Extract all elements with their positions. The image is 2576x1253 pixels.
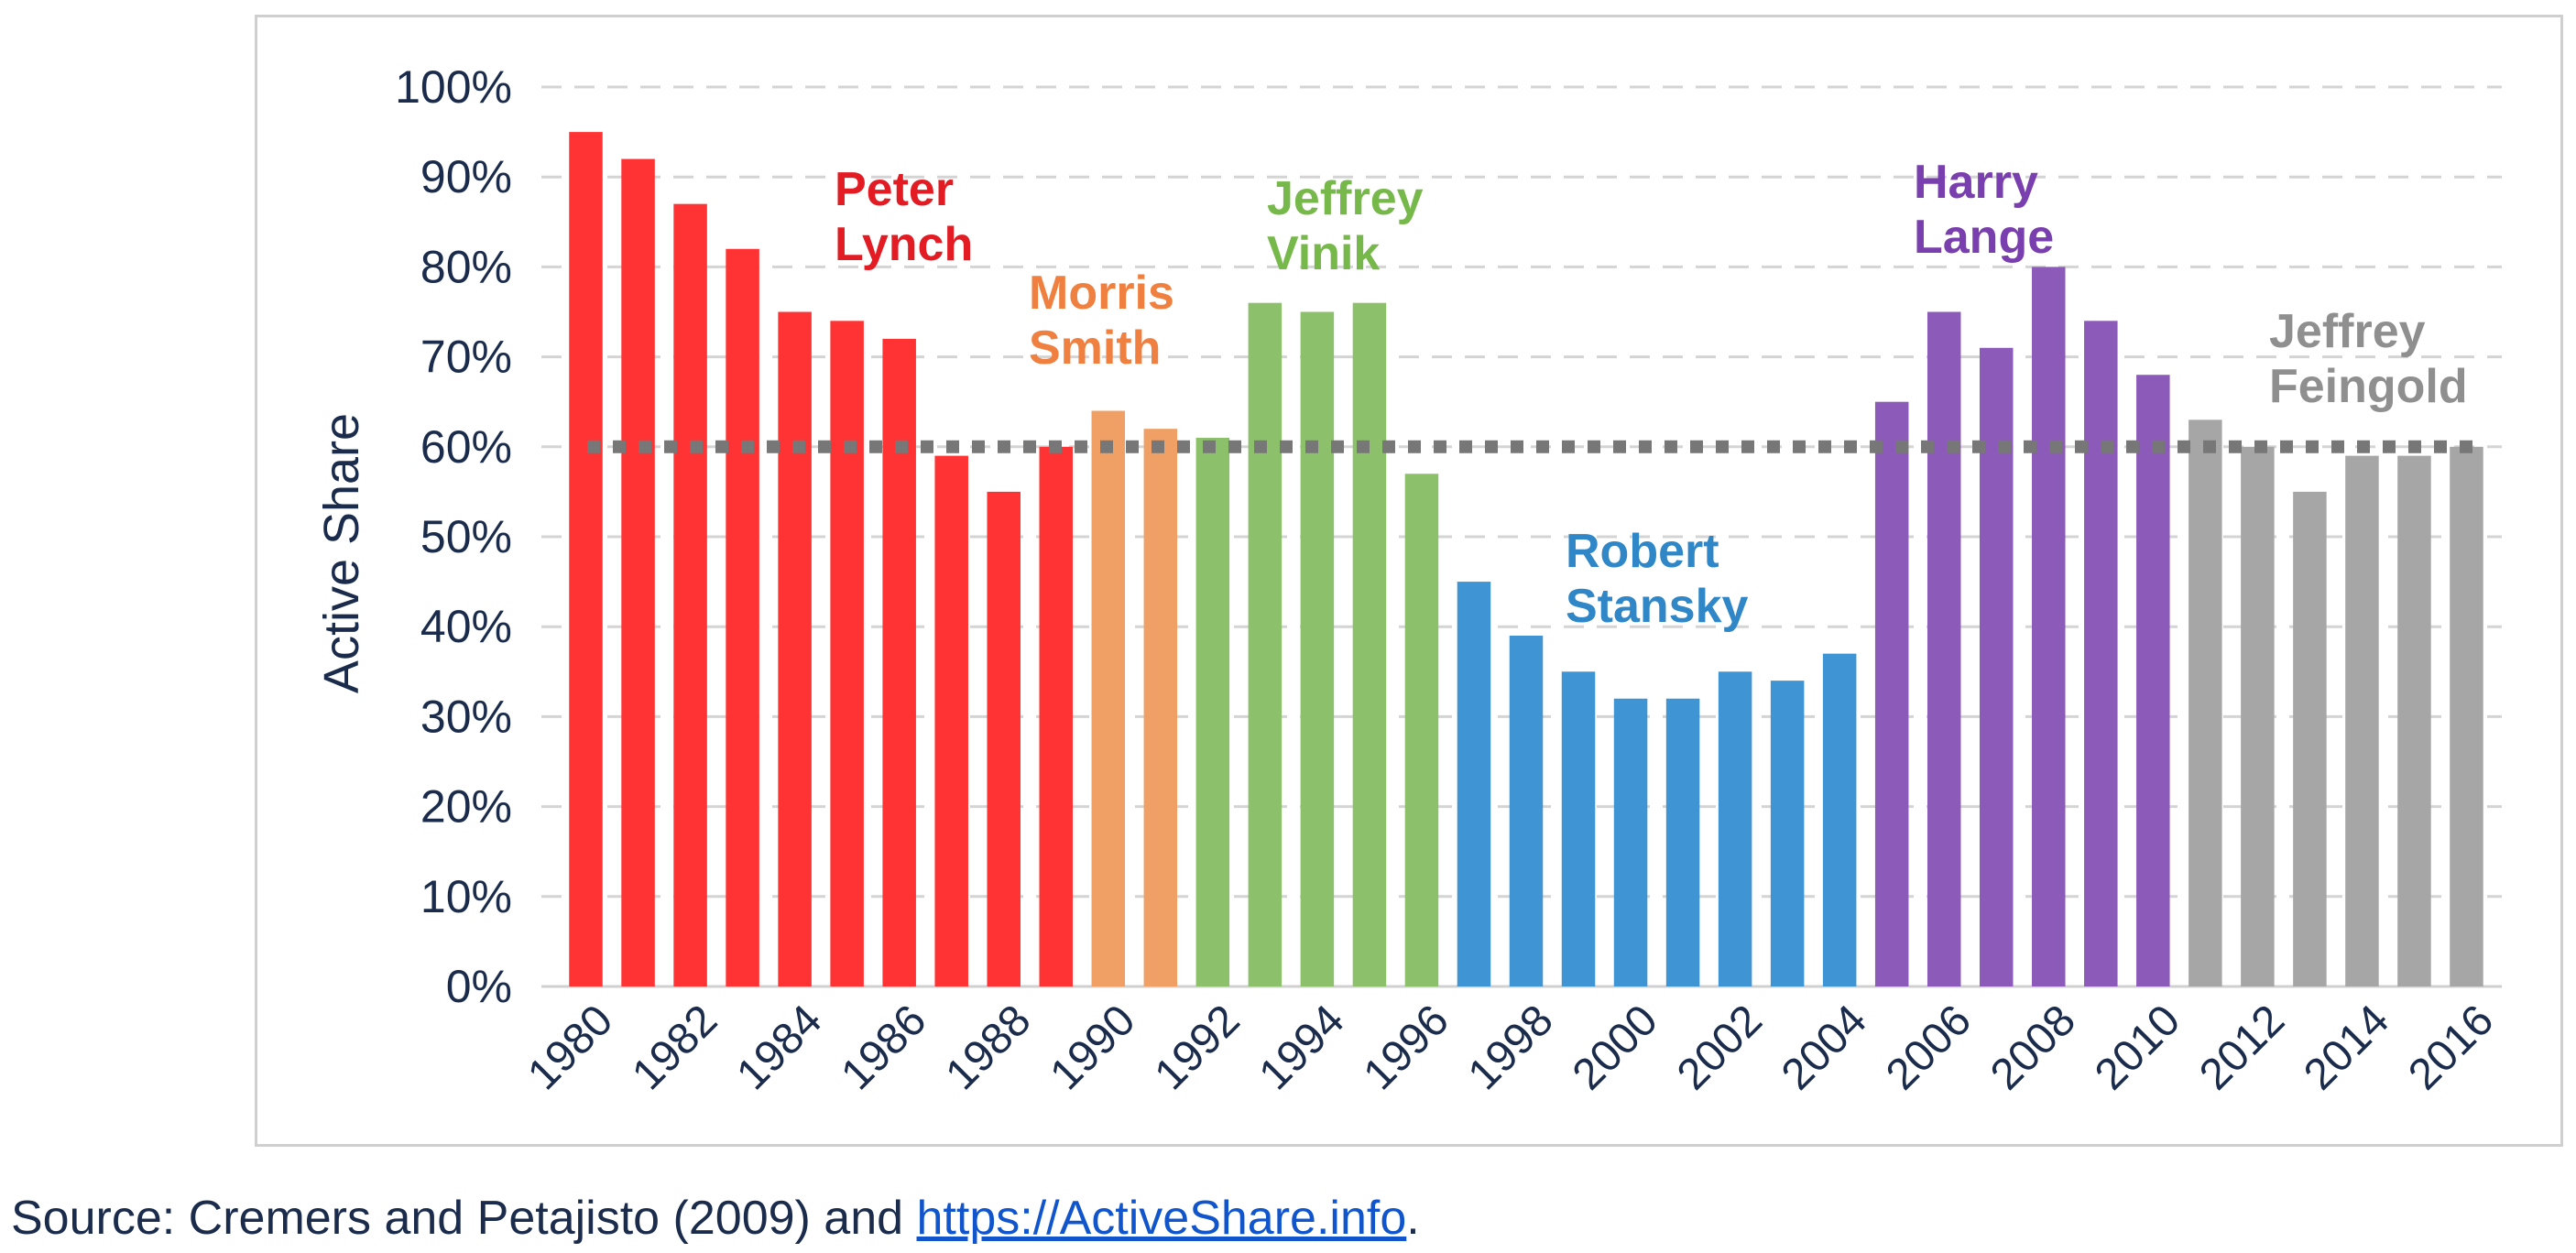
bar [569, 132, 603, 987]
active-share-chart: 0%10%20%30%40%50%60%70%80%90%100% 1980 19… [314, 61, 2503, 1099]
source-suffix: . [1406, 1192, 1420, 1245]
bar [2241, 446, 2275, 986]
bar [934, 455, 968, 986]
series-label: Stansky [1566, 580, 1749, 633]
x-tick-label: 1994 [1250, 996, 1354, 1099]
x-tick-label: 2002 [1668, 996, 1772, 1099]
bar [1509, 636, 1544, 986]
x-tick-label: 1996 [1355, 996, 1458, 1099]
bar [1718, 671, 1752, 986]
bar [726, 248, 759, 986]
y-tick-labels: 0% 10% 20% 30% 40% 50% 60% 70% 80% 90% 100% [395, 61, 512, 1012]
bar [2397, 455, 2431, 986]
series-label: Feingold [2269, 360, 2468, 413]
bar [1404, 474, 1439, 986]
x-tick-label: 1988 [937, 996, 1041, 1099]
bar [778, 311, 812, 986]
bar [1352, 302, 1387, 986]
bar [1248, 302, 1283, 986]
source-note: Source: Cremers and Petajisto (2009) and… [11, 1191, 1420, 1246]
bar [621, 158, 655, 986]
x-tick-labels: 1980 1982 1984 1986 1988 1990 1992 1994 1996 1998… [518, 996, 2503, 1099]
bar [1979, 347, 2014, 986]
series-label: Peter [835, 163, 954, 216]
bar [2450, 446, 2483, 986]
source-prefix: Source: Cremers and Petajisto (2009) and [11, 1192, 917, 1245]
bar [882, 338, 916, 987]
bar [2032, 267, 2066, 986]
y-tick-label: 80% [420, 241, 512, 292]
x-tick-label: 2014 [2295, 996, 2398, 1099]
gridlines [541, 85, 2502, 988]
chart-frame: 0% 10% 20% 30% 40% 50% 60% 70% 80% 90% 100% 1980 19… [255, 15, 2563, 1147]
bar [673, 203, 707, 986]
bar [1091, 410, 1126, 986]
y-tick-label: 90% [420, 151, 512, 202]
series-label: Morris [1029, 267, 1174, 320]
y-tick-label: 30% [420, 691, 512, 742]
bar [1770, 681, 1805, 986]
y-tick-label: 10% [420, 871, 512, 922]
y-tick-label: 40% [420, 601, 512, 652]
x-tick-label: 1982 [623, 996, 726, 1099]
series-label: Jeffrey [2269, 305, 2426, 358]
bars [569, 132, 2483, 987]
bar [1039, 446, 1074, 986]
series-label: Vinik [1267, 227, 1380, 280]
x-tick-label: 2006 [1877, 996, 1981, 1099]
bar [830, 321, 864, 986]
y-tick-label: 100% [395, 61, 512, 113]
bar [1665, 698, 1700, 986]
x-tick-label: 1980 [518, 996, 622, 1099]
bar [2084, 321, 2118, 986]
series-label: Robert [1566, 525, 1719, 578]
bar [1143, 429, 1178, 986]
bar [987, 491, 1021, 986]
x-tick-label: 1984 [727, 996, 831, 1099]
bar [1457, 582, 1491, 986]
x-tick-label: 2010 [2086, 996, 2189, 1099]
x-tick-label: 1990 [1042, 996, 1145, 1099]
series-label: Lynch [835, 218, 973, 271]
y-tick-label: 20% [420, 781, 512, 833]
x-tick-label: 2004 [1773, 996, 1876, 1099]
bar [1561, 671, 1596, 986]
y-tick-label: 70% [420, 332, 512, 383]
y-tick-label: 60% [420, 421, 512, 473]
series-label: Jeffrey [1267, 172, 1424, 225]
bar [1822, 653, 1857, 986]
y-tick-label: 50% [420, 511, 512, 562]
bar [1927, 311, 1961, 986]
y-axis-label: Active Share [314, 413, 369, 693]
bar [2293, 491, 2327, 986]
y-tick-label: 0% [446, 961, 512, 1012]
series-label: Smith [1029, 321, 1161, 375]
series-label: Lange [1914, 211, 2054, 264]
series-label: Harry [1914, 156, 2038, 209]
bar [2189, 419, 2222, 987]
x-tick-label: 2000 [1564, 996, 1667, 1099]
x-tick-label: 1998 [1459, 996, 1563, 1099]
x-tick-label: 2016 [2399, 996, 2503, 1099]
source-link[interactable]: https://ActiveShare.info [916, 1192, 1407, 1245]
bar [1195, 437, 1230, 987]
x-tick-label: 1986 [832, 996, 935, 1099]
bar [1300, 311, 1335, 986]
bar [1613, 698, 1648, 986]
bar [1874, 401, 1909, 986]
bar [2136, 375, 2170, 986]
x-tick-label: 1992 [1146, 996, 1250, 1099]
bar [2345, 455, 2379, 986]
x-tick-label: 2012 [2190, 996, 2294, 1099]
manager-labels: PeterLynchMorrisSmithJeffreyVinikRobertS… [835, 156, 2468, 633]
x-tick-label: 2008 [1981, 996, 2085, 1099]
